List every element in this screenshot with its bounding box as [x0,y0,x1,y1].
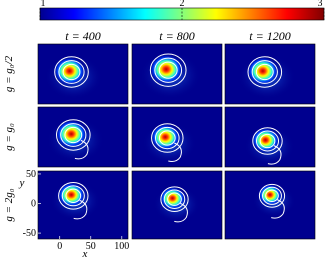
row-title: g = 2g₀ [3,188,15,221]
density [149,53,184,85]
colorbar-tick-label: 1 [41,0,46,9]
contour [168,142,182,162]
contour [251,60,278,84]
panel [224,106,316,168]
contour [60,123,87,147]
contour [64,126,83,144]
contour [262,186,282,205]
column-title: t = 400 [65,29,100,43]
contour [73,199,88,220]
x-tick-label: 100 [114,241,129,252]
contour [267,145,282,165]
contour [158,130,176,146]
row-title: g = g₀ [3,123,15,151]
contour [255,130,280,152]
colorbar-tick-label: 3 [318,0,323,9]
contour [62,63,81,81]
y-axis-label: y [19,177,25,189]
y-tick-label: 0 [31,199,36,210]
panel [37,106,129,168]
column-title: t = 800 [159,29,194,43]
contour [158,61,178,79]
panel [131,170,223,240]
colorbar-tick-label: 2 [180,0,185,9]
panel [131,43,223,105]
contour [252,127,283,155]
contour [151,123,184,153]
contour [160,186,189,213]
panel [224,43,316,105]
x-tick-label: 50 [86,241,96,252]
contour [154,126,180,150]
contour [258,183,286,208]
contour [74,139,89,160]
contour [271,199,285,219]
contour [167,192,182,206]
contour [58,182,89,210]
contour [154,57,183,83]
contour [259,133,276,149]
contour [265,189,279,203]
contour [58,60,85,84]
contour [247,56,283,88]
contour [163,189,186,209]
panel [224,170,316,240]
contour [54,56,89,88]
contour [56,119,91,151]
contour [174,202,188,223]
row-title: g = g₀/2 [3,55,15,92]
panel [37,43,129,105]
x-tick-label: 0 [57,241,62,252]
contour [149,53,187,87]
y-tick-label: 50 [26,169,36,180]
x-axis-label: x [82,248,88,260]
y-tick-label: -50 [23,228,36,239]
contour [255,63,274,81]
contour [61,185,85,207]
column-title: t = 1200 [249,29,290,43]
panel [131,106,223,168]
panel [37,170,129,240]
contour [65,188,82,203]
